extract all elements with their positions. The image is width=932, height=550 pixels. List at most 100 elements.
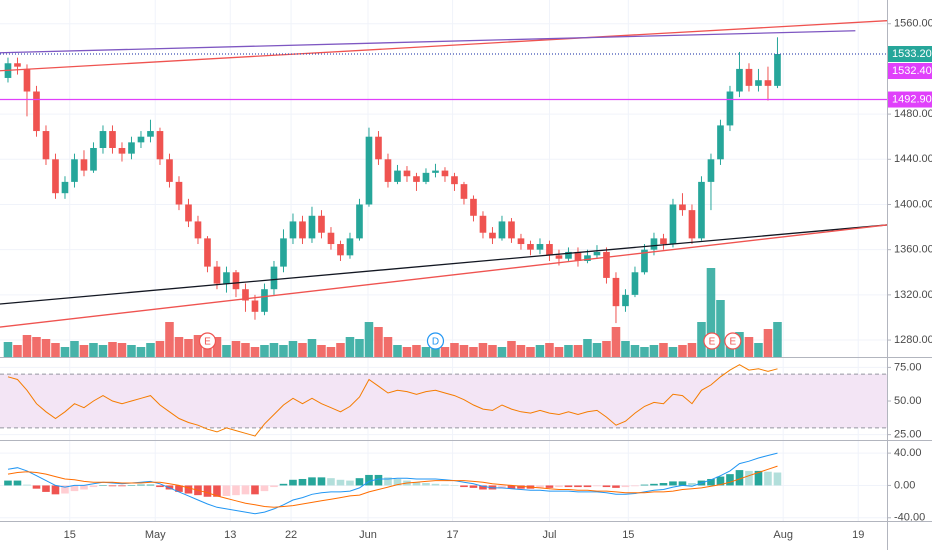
volume-bar bbox=[706, 268, 716, 357]
histogram-bar bbox=[317, 477, 326, 486]
event-label: D bbox=[432, 337, 439, 348]
candle-body bbox=[213, 266, 221, 284]
volume-bar bbox=[478, 343, 488, 357]
histogram-bar bbox=[308, 477, 316, 486]
volume-bar bbox=[640, 347, 649, 357]
candle-body bbox=[33, 91, 40, 132]
histogram-bar bbox=[583, 485, 592, 488]
candle-body bbox=[185, 204, 192, 222]
volume-bar bbox=[602, 341, 611, 357]
histogram-bar bbox=[346, 480, 354, 486]
x-tick-label: Jun bbox=[359, 529, 377, 541]
candle-body bbox=[660, 238, 667, 245]
candle-body bbox=[707, 159, 715, 182]
volume-bar bbox=[564, 345, 573, 357]
histogram-bar bbox=[707, 478, 715, 486]
event-label: E bbox=[204, 337, 211, 348]
candle-body bbox=[137, 136, 145, 143]
histogram-bar bbox=[213, 485, 221, 497]
volume-bar bbox=[184, 339, 193, 357]
volume-bar bbox=[146, 343, 155, 357]
x-tick-label: 15 bbox=[622, 529, 634, 541]
histogram-bar bbox=[431, 483, 440, 486]
histogram-bar bbox=[70, 485, 79, 492]
x-tick-label: 13 bbox=[224, 529, 236, 541]
histogram-bar bbox=[384, 477, 392, 486]
trend-line bbox=[0, 20, 888, 72]
histogram-bar bbox=[32, 485, 41, 489]
histogram-bar bbox=[80, 485, 88, 490]
histogram-bar bbox=[279, 483, 288, 486]
histogram-bar bbox=[175, 485, 183, 492]
volume-bar bbox=[174, 337, 184, 357]
layer: 15 May 13 22 Jun 17 Jul 15 Aug 19 1560.00 1480.00 14… bbox=[64, 18, 932, 541]
candle-body bbox=[128, 142, 135, 154]
candle-body bbox=[251, 300, 259, 312]
volume-bar bbox=[678, 345, 687, 357]
histogram-bar bbox=[726, 474, 734, 486]
volume-bar bbox=[79, 345, 89, 357]
histogram-bar bbox=[773, 472, 782, 486]
candle-body bbox=[631, 272, 639, 295]
candle-body bbox=[574, 251, 582, 261]
candle-body bbox=[61, 181, 69, 194]
volume-bar bbox=[32, 337, 41, 357]
candle-body bbox=[479, 215, 487, 233]
candle-body bbox=[555, 255, 563, 259]
candle-body bbox=[394, 170, 401, 182]
volume-bar bbox=[231, 341, 241, 357]
histogram-bar bbox=[716, 476, 725, 486]
volume-bar bbox=[393, 345, 402, 357]
histogram-bar bbox=[232, 485, 240, 496]
candle-body bbox=[204, 238, 211, 267]
x-tick-label: Aug bbox=[773, 529, 793, 541]
candle-body bbox=[156, 131, 164, 160]
volume-bar bbox=[98, 345, 108, 357]
volume-bar bbox=[754, 343, 763, 357]
volume-bar bbox=[573, 345, 583, 357]
histogram-bar bbox=[469, 485, 478, 488]
candle-body bbox=[14, 63, 21, 67]
volume-bar bbox=[488, 345, 497, 357]
event-label: E bbox=[729, 337, 736, 348]
histogram-bar bbox=[555, 485, 563, 488]
histogram-bar bbox=[745, 470, 753, 486]
candle-body bbox=[42, 131, 50, 160]
volume-bar bbox=[298, 343, 307, 357]
volume-bar bbox=[288, 341, 298, 357]
event-label: E bbox=[709, 337, 716, 348]
histogram-bar bbox=[678, 481, 687, 486]
candle-body bbox=[232, 272, 240, 290]
volume-bar bbox=[127, 345, 136, 357]
volume-bar bbox=[554, 347, 564, 357]
volume-bar bbox=[716, 300, 725, 357]
histogram-bar bbox=[365, 474, 373, 486]
candle-body bbox=[356, 204, 363, 239]
y-tick-label: 40.00 bbox=[894, 447, 922, 459]
volume-bar bbox=[526, 347, 535, 357]
y-tick-label: 1400.00 bbox=[894, 198, 932, 210]
volume-bar bbox=[535, 345, 545, 357]
volume-bar bbox=[431, 345, 440, 357]
rsi-line bbox=[7, 364, 778, 437]
volume-bar bbox=[117, 343, 127, 357]
candle-body bbox=[223, 272, 230, 284]
candle-body bbox=[346, 238, 354, 256]
histogram-bar bbox=[754, 470, 763, 486]
histogram-bar bbox=[222, 485, 231, 496]
volume-bar bbox=[374, 327, 383, 357]
volume-bar bbox=[744, 337, 754, 357]
candle-body bbox=[242, 289, 249, 301]
histogram-bar bbox=[450, 485, 459, 486]
y-tick-label: 25.00 bbox=[894, 429, 922, 441]
candle-body bbox=[536, 244, 544, 250]
histogram-bar bbox=[650, 483, 658, 486]
volume-bar bbox=[469, 347, 478, 357]
histogram-bar bbox=[441, 484, 449, 486]
volume-bar bbox=[155, 341, 165, 357]
candle-body bbox=[736, 68, 743, 92]
histogram-bar bbox=[89, 485, 98, 488]
histogram-bar bbox=[631, 485, 639, 487]
candle-body bbox=[622, 294, 629, 307]
candle-body bbox=[166, 159, 173, 182]
